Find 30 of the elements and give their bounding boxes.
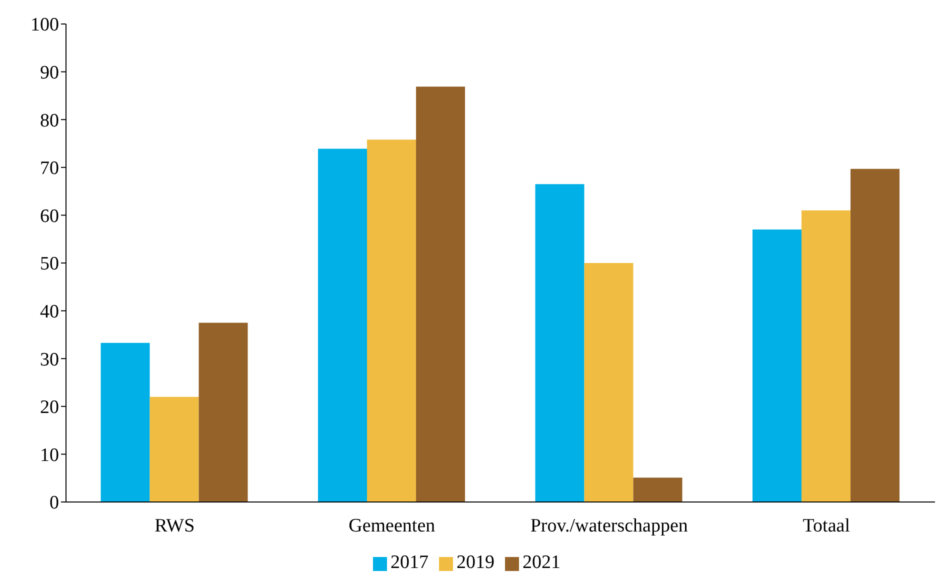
bar bbox=[752, 230, 802, 502]
bar bbox=[584, 263, 634, 502]
bar bbox=[535, 184, 584, 502]
y-tick-label: 80 bbox=[40, 110, 59, 132]
bar bbox=[198, 322, 248, 502]
bar bbox=[633, 478, 682, 502]
y-tick-label: 100 bbox=[30, 14, 59, 36]
y-tick-label: 20 bbox=[40, 397, 59, 418]
bar bbox=[802, 210, 851, 502]
x-tick-label: Prov./waterschappen bbox=[530, 515, 688, 536]
legend-label: 2017 bbox=[390, 552, 428, 573]
bar bbox=[150, 396, 199, 502]
y-tick-label: 40 bbox=[40, 302, 59, 323]
bar bbox=[416, 86, 466, 502]
bar bbox=[318, 148, 368, 502]
y-tick-label: 50 bbox=[40, 254, 59, 275]
legend-label: 2021 bbox=[522, 552, 560, 573]
x-tick-label: RWS bbox=[154, 515, 195, 536]
x-tick-label: Totaal bbox=[802, 515, 850, 536]
y-tick-label: 60 bbox=[40, 206, 59, 227]
y-tick-label: 30 bbox=[40, 349, 59, 370]
bar bbox=[850, 168, 900, 502]
y-tick-label: 70 bbox=[40, 158, 59, 180]
y-tick-label: 90 bbox=[40, 62, 59, 84]
bar bbox=[367, 140, 416, 502]
bar bbox=[100, 342, 150, 502]
y-tick-label: 0 bbox=[50, 492, 59, 514]
legend-label: 2019 bbox=[456, 552, 494, 573]
y-tick-label: 10 bbox=[40, 444, 59, 466]
x-tick-label: Gemeenten bbox=[348, 515, 436, 536]
